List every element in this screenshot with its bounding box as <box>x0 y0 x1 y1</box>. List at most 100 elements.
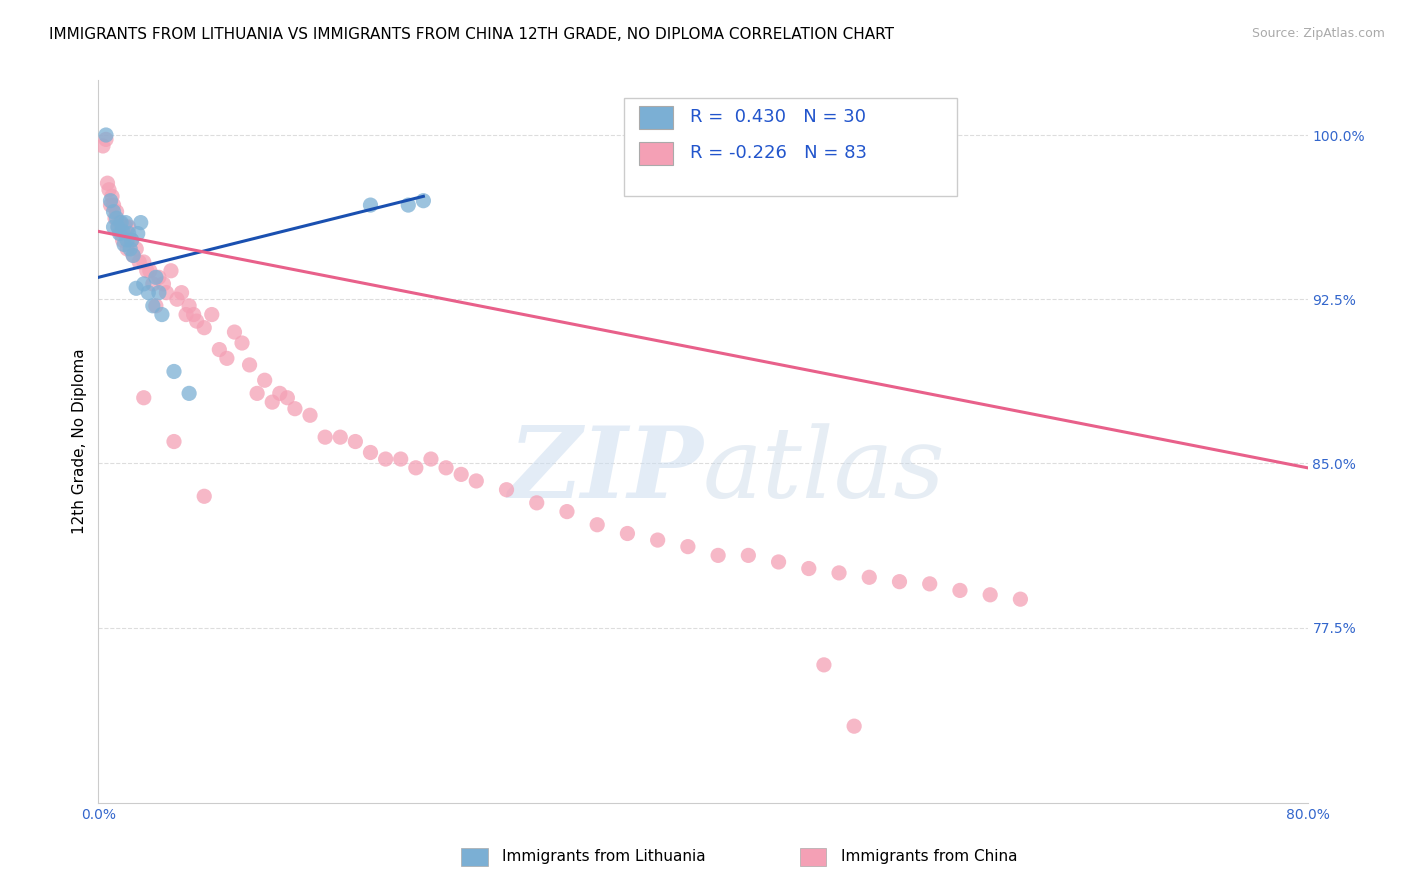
Point <box>179 299 201 313</box>
Point <box>103 204 125 219</box>
Point <box>193 489 215 503</box>
Point <box>100 198 122 212</box>
Point <box>420 452 443 467</box>
Point <box>360 198 382 212</box>
Point <box>100 194 122 208</box>
Point <box>201 308 224 322</box>
Text: Immigrants from China: Immigrants from China <box>841 849 1018 864</box>
Point <box>129 216 152 230</box>
Point <box>110 216 132 230</box>
Text: ZIP: ZIP <box>508 422 703 518</box>
Point <box>186 314 208 328</box>
Point <box>412 194 434 208</box>
Point <box>122 248 145 262</box>
Text: R = -0.226   N = 83: R = -0.226 N = 83 <box>690 145 866 162</box>
Point <box>105 211 128 226</box>
Point <box>224 325 246 339</box>
Point <box>125 242 148 256</box>
Point <box>103 198 125 212</box>
Point <box>132 277 155 291</box>
Y-axis label: 12th Grade, No Diploma: 12th Grade, No Diploma <box>72 349 87 534</box>
Point <box>120 242 142 256</box>
Point <box>813 657 835 672</box>
Point <box>107 219 129 234</box>
Point <box>979 588 1001 602</box>
Point <box>142 299 165 313</box>
Point <box>707 549 730 563</box>
Point <box>108 227 131 241</box>
Point <box>118 219 141 234</box>
Point <box>179 386 201 401</box>
Point <box>434 460 457 475</box>
Bar <box>624 98 957 196</box>
Point <box>360 445 382 459</box>
Point <box>155 285 177 300</box>
Bar <box>461 848 488 866</box>
Point <box>110 227 132 241</box>
Point <box>152 277 174 291</box>
Point <box>96 176 118 190</box>
Point <box>495 483 517 497</box>
Point <box>828 566 851 580</box>
Point <box>405 460 427 475</box>
Point <box>128 255 150 269</box>
Point <box>118 227 141 241</box>
Point <box>737 549 759 563</box>
Point <box>163 364 186 378</box>
Bar <box>638 142 673 165</box>
Point <box>111 224 134 238</box>
Point <box>314 430 336 444</box>
Point <box>586 517 609 532</box>
Point <box>166 292 188 306</box>
Point <box>768 555 790 569</box>
Point <box>108 216 131 230</box>
Point <box>105 204 128 219</box>
Point <box>107 219 129 234</box>
Point <box>121 233 143 247</box>
Point <box>889 574 911 589</box>
Point <box>616 526 638 541</box>
Point <box>647 533 669 547</box>
Point <box>276 391 298 405</box>
Text: Immigrants from Lithuania: Immigrants from Lithuania <box>502 849 706 864</box>
Point <box>91 139 114 153</box>
Point <box>148 285 170 300</box>
Point <box>150 308 173 322</box>
Point <box>132 255 155 269</box>
Bar <box>638 105 673 128</box>
Point <box>135 264 157 278</box>
Point <box>239 358 262 372</box>
Point <box>114 216 136 230</box>
Point <box>111 233 134 247</box>
Point <box>949 583 972 598</box>
Point <box>125 281 148 295</box>
Point <box>94 128 117 142</box>
Text: Source: ZipAtlas.com: Source: ZipAtlas.com <box>1251 27 1385 40</box>
Point <box>396 198 419 212</box>
Point <box>246 386 269 401</box>
Point <box>174 308 197 322</box>
Point <box>844 719 866 733</box>
Text: atlas: atlas <box>703 423 946 518</box>
Point <box>98 183 121 197</box>
Point <box>114 219 136 234</box>
Point <box>142 277 165 291</box>
Point <box>145 299 167 313</box>
Text: IMMIGRANTS FROM LITHUANIA VS IMMIGRANTS FROM CHINA 12TH GRADE, NO DIPLOMA CORREL: IMMIGRANTS FROM LITHUANIA VS IMMIGRANTS … <box>49 27 894 42</box>
Point <box>145 270 167 285</box>
Point <box>193 320 215 334</box>
Point <box>526 496 548 510</box>
Point <box>104 211 127 226</box>
Point <box>170 285 193 300</box>
Point <box>389 452 412 467</box>
Point <box>858 570 880 584</box>
Point <box>344 434 367 449</box>
Point <box>101 189 124 203</box>
Point <box>284 401 307 416</box>
Point <box>136 285 159 300</box>
Point <box>262 395 284 409</box>
Point <box>121 233 143 247</box>
Point <box>797 561 820 575</box>
Point <box>269 386 291 401</box>
Point <box>329 430 352 444</box>
